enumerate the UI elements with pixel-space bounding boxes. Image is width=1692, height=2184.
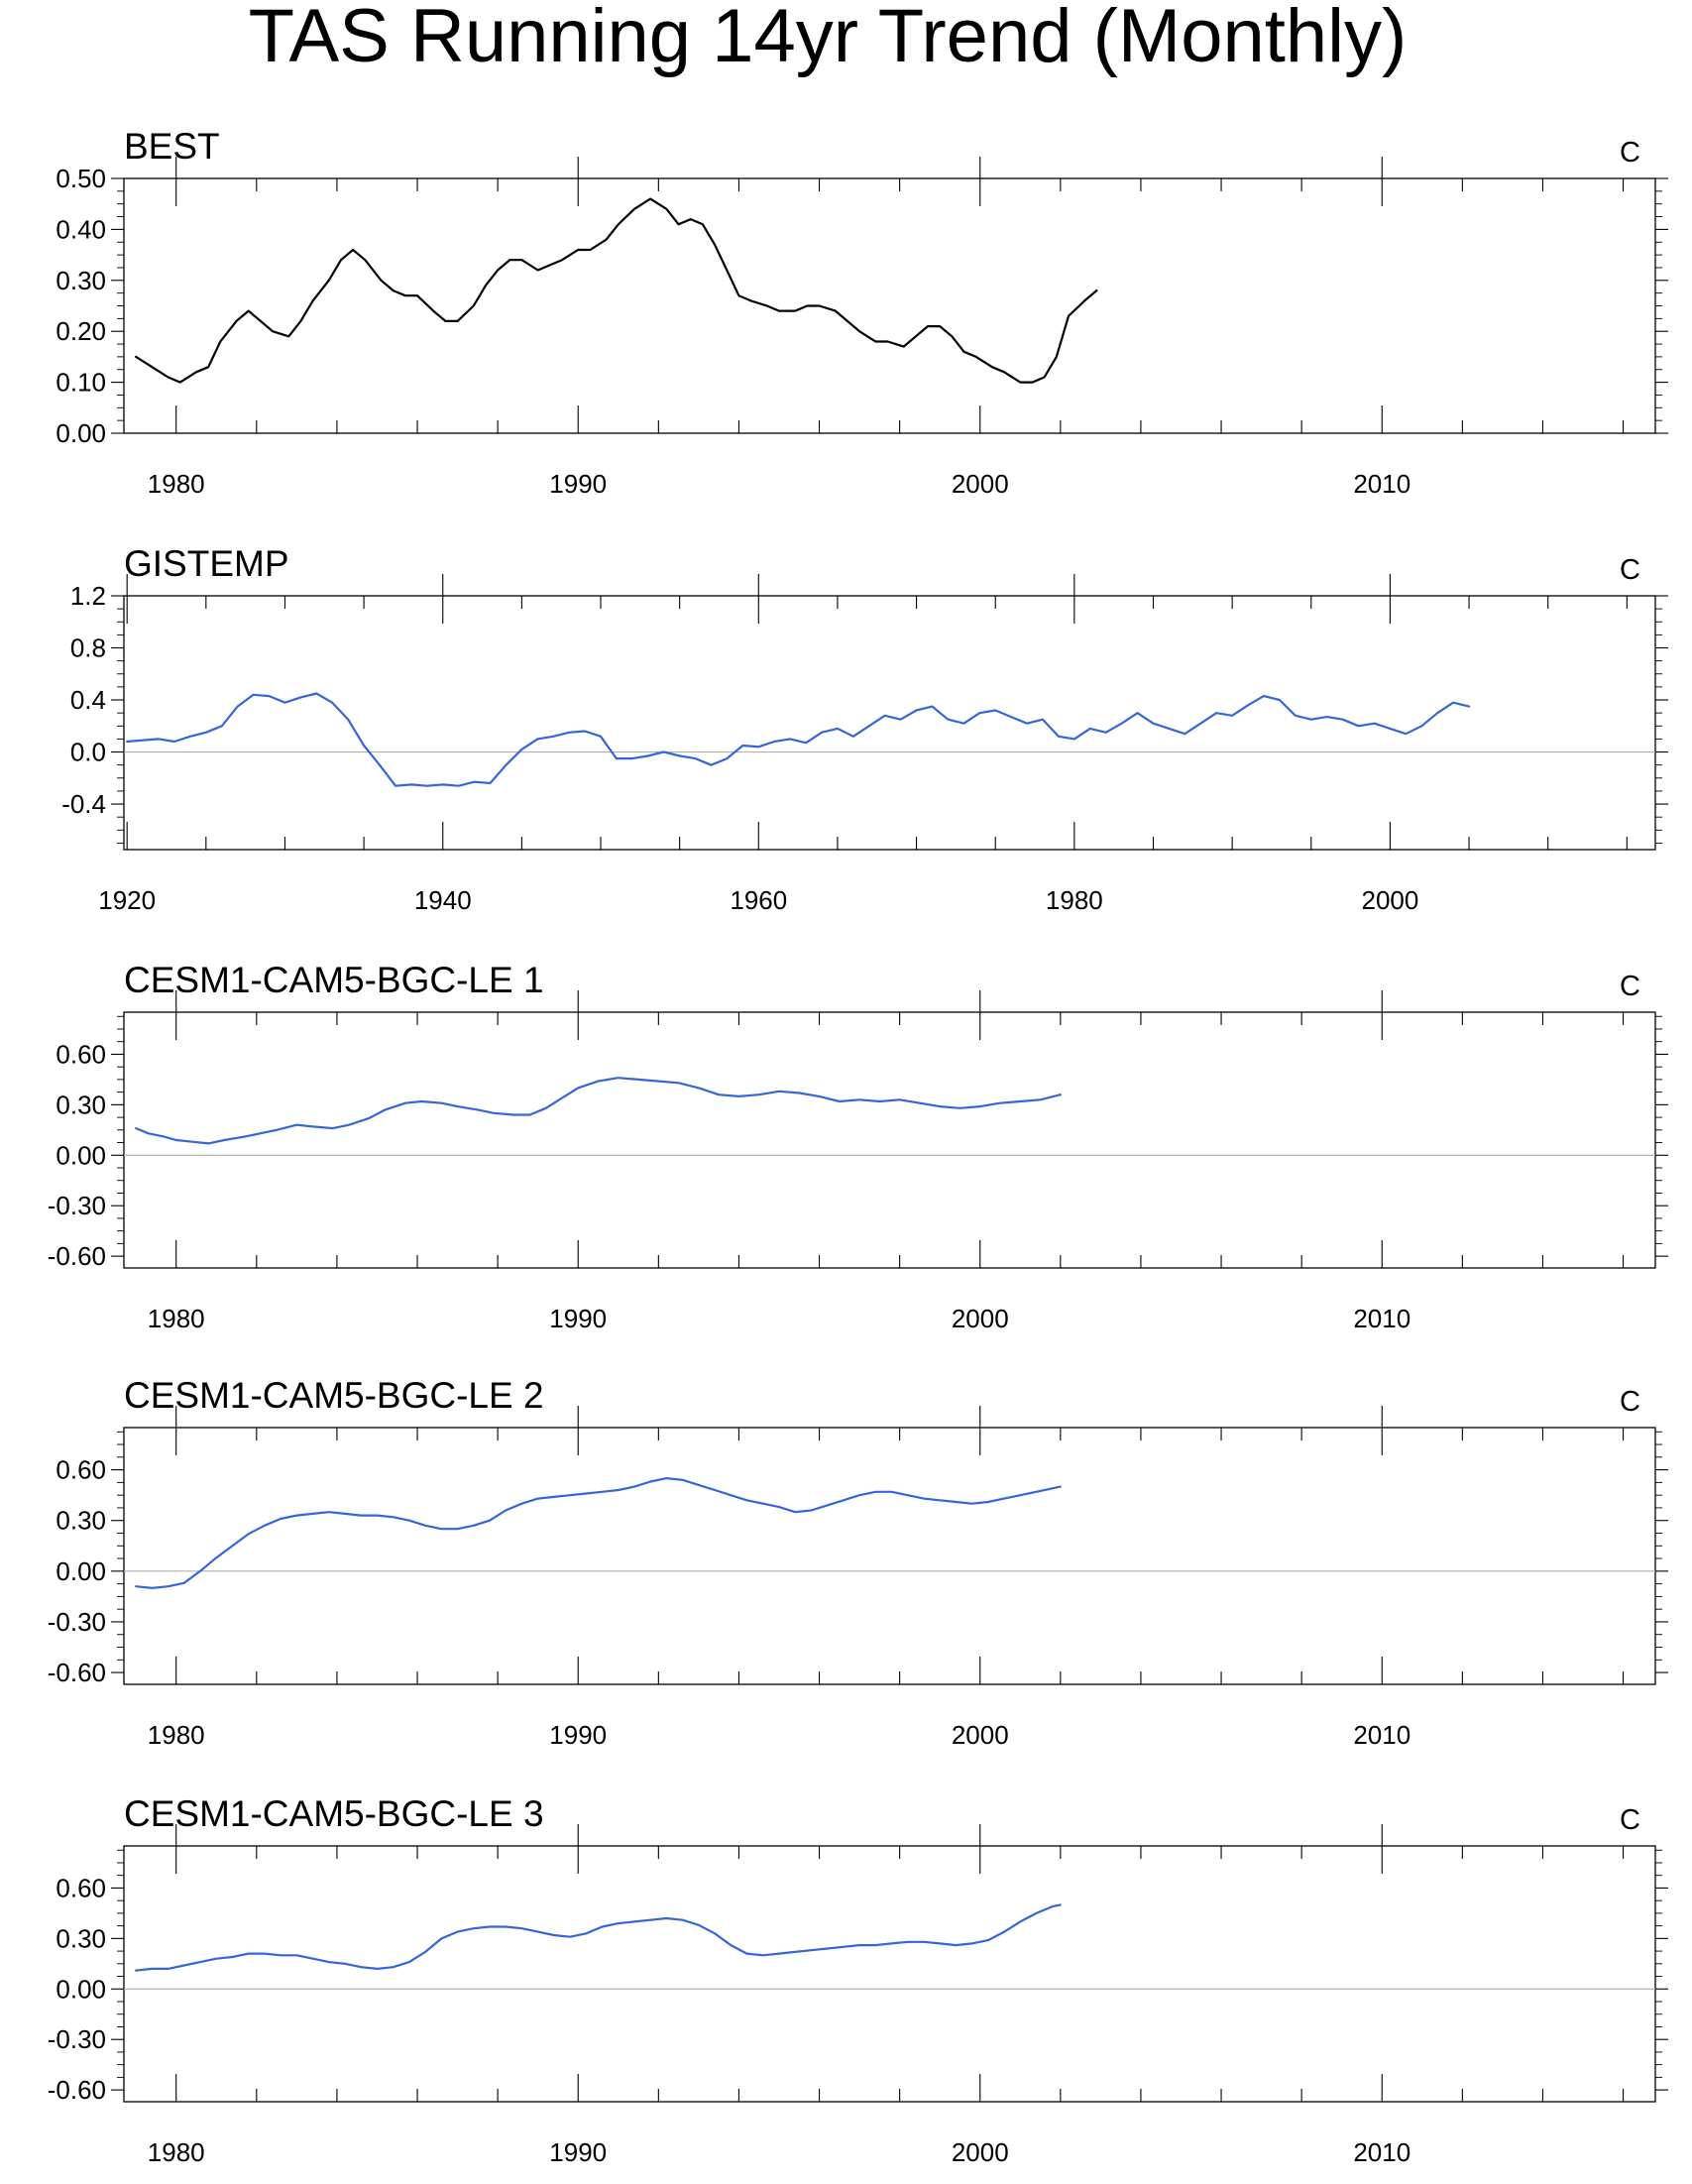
plot-frame [123,177,1656,434]
y-tick-label: -0.30 [48,1191,106,1220]
x-tick-label: 2000 [952,1720,1009,1750]
x-tick-label: 2010 [1353,2137,1410,2167]
y-tick-label: 0.50 [56,164,106,193]
y-tick-label: -0.30 [48,1607,106,1637]
panel-title: BEST [124,126,220,167]
x-tick-label: 1980 [148,2137,205,2167]
series-line [126,692,1471,787]
y-tick-label: -0.30 [48,2024,106,2054]
y-tick-label: 0.30 [56,1923,106,1953]
plot-frame [123,1427,1656,1685]
y-tick-label: 0.4 [70,685,106,715]
x-tick-label: 2010 [1353,1720,1410,1750]
chart-panel-5: CESM1-CAM5-BGC-LE 3 C 1980 1990 2000 2010 -0.6… [48,1793,1668,2167]
x-tick-label: 1980 [148,469,205,499]
units-label: C [1620,1386,1640,1418]
x-tick-label: 2000 [1361,885,1418,915]
plot-frame [123,1845,1656,2103]
y-tick-label: -0.4 [61,789,106,819]
y-tick-label: 0.40 [56,214,106,244]
x-tick-label: 2000 [952,469,1009,499]
units-label: C [1620,137,1640,169]
x-tick-label: 2010 [1353,469,1410,499]
y-tick-label: 0.00 [56,1140,106,1170]
x-tick-label: 1980 [148,1720,205,1750]
panel-title: GISTEMP [124,543,289,584]
y-tick-label: 0.8 [70,633,106,663]
panel-title: CESM1-CAM5-BGC-LE 1 [124,960,544,1000]
y-tick-label: 0.60 [56,1455,106,1485]
y-tick-label: 0.00 [56,1974,106,2004]
y-tick-label: 0.60 [56,1873,106,1902]
series-line [135,1077,1062,1145]
y-tick-label: 0.00 [56,418,106,448]
x-tick-label: 1990 [549,469,607,499]
x-tick-label: 1920 [98,885,156,915]
y-tick-label: 0.60 [56,1039,106,1069]
chart-panel-2: GISTEMP C 1920 1940 1960 1980 2000 -0.4 0.0 0.4 0.… [61,543,1668,915]
x-tick-label: 2000 [952,2137,1009,2167]
y-tick-label: -0.60 [48,1241,106,1271]
units-label: C [1620,1804,1640,1836]
plot-frame [123,595,1656,851]
y-tick-label: -0.60 [48,2075,106,2105]
y-tick-label: 0.30 [56,1090,106,1119]
chart-panel-3: CESM1-CAM5-BGC-LE 1 C 1980 1990 2000 2010 -0.6… [48,960,1668,1333]
y-tick-label: 0.10 [56,368,106,398]
y-tick-label: 0.00 [56,1556,106,1586]
y-tick-label: 0.30 [56,1506,106,1536]
y-tick-label: -0.60 [48,1658,106,1687]
x-tick-label: 1990 [549,2137,607,2167]
panel-title: CESM1-CAM5-BGC-LE 2 [124,1375,544,1416]
x-tick-label: 1990 [549,1720,607,1750]
series-line [135,1903,1062,1972]
x-tick-label: 1980 [1046,885,1103,915]
series-line [135,1477,1062,1589]
x-tick-label: 1960 [730,885,787,915]
units-label: C [1620,554,1640,586]
series-line [135,197,1098,384]
x-tick-label: 2010 [1353,1304,1410,1333]
units-label: C [1620,971,1640,1002]
chart-panel-1: BEST C 1980 1990 2000 2010 0.00 0.10 0.20 0.30 0.4… [56,126,1668,499]
plot-frame [123,1011,1656,1269]
y-tick-label: 1.2 [70,581,106,611]
x-tick-label: 1990 [549,1304,607,1333]
y-tick-label: 0.30 [56,266,106,295]
x-tick-label: 1980 [148,1304,205,1333]
figure-title: TAS Running 14yr Trend (Monthly) [249,0,1408,78]
chart-panel-4: CESM1-CAM5-BGC-LE 2 C 1980 1990 2000 2010 -0.6… [48,1375,1668,1750]
x-tick-label: 1940 [414,885,472,915]
x-tick-label: 2000 [952,1304,1009,1333]
panel-title: CESM1-CAM5-BGC-LE 3 [124,1793,544,1834]
y-tick-label: 0.0 [70,738,106,767]
y-tick-label: 0.20 [56,316,106,346]
panels: BEST C 1980 1990 2000 2010 0.00 0.10 0.20 0.30 0.4… [48,126,1668,2167]
